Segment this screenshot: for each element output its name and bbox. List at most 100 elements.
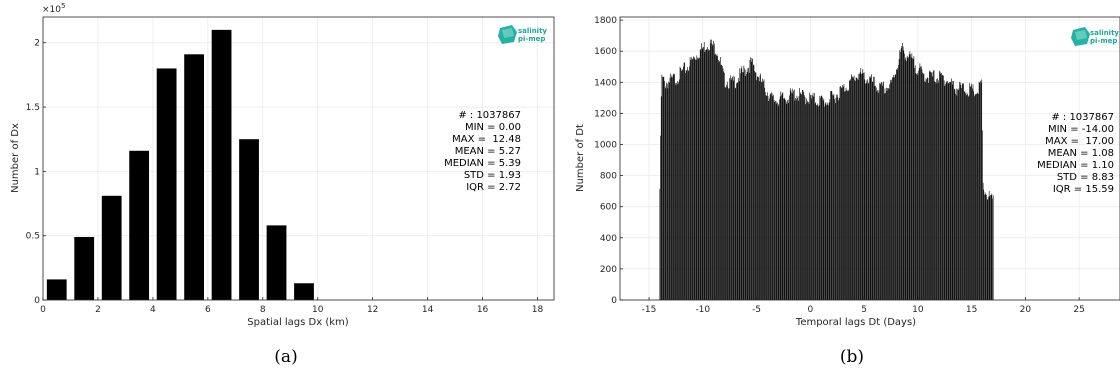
histogram-bar [923,73,925,300]
histogram-bar [963,91,965,300]
x-tick-label: -5 [752,305,761,315]
histogram-bar [722,65,723,300]
ticks-b: -15 -10 -5 0 5 10 15 20 25 0 200 400 600 800 1000 1200 1… [594,16,1085,315]
histogram-bar [869,77,871,301]
histogram-bar [723,71,724,300]
histogram-bar [970,85,972,300]
histogram-bar [822,100,824,300]
histogram-bar [715,55,717,300]
histogram-bar [740,73,741,301]
histogram-bar [912,58,913,301]
histogram-bar [909,51,911,300]
stat-median-b: MEDIAN = 1.10 [1037,160,1114,171]
histogram-bar [938,80,940,300]
histogram-bar [825,102,827,301]
histogram-bar [726,84,727,300]
histogram-bar [687,70,689,300]
histogram-bar [812,92,814,300]
histogram-bar [951,84,953,300]
histogram-bar [678,82,679,301]
histogram-bar [931,71,933,300]
histogram-bar [746,73,747,301]
histogram-bar [965,95,967,300]
histogram-bar [927,77,929,300]
histogram-bar [953,88,955,300]
histogram-bar [826,105,827,300]
histogram-bar [901,45,903,300]
histogram-bar [809,92,811,300]
histogram-bar [707,49,709,300]
histogram-bar [697,57,698,301]
histogram-bar [877,90,878,300]
histogram-bar [771,93,773,301]
histogram-bar [814,93,815,300]
histogram-bar [978,93,979,301]
histogram-bar [755,72,757,300]
histogram-bar [876,91,878,300]
histogram-bar [921,69,923,300]
histogram-bar [904,59,906,301]
ticks-a: 0 2 4 6 8 10 12 14 16 18 0 0.5 1 1.5 2 [26,39,544,315]
histogram-bar [863,72,864,300]
histogram-bar [810,94,811,301]
histogram-bar [852,77,854,300]
y-tick-label: 1400 [594,78,617,88]
histogram-bar [758,77,759,300]
histogram-bar [660,135,661,300]
histogram-bar [713,40,714,300]
histogram-bar [925,78,927,301]
histogram-bar [814,103,816,300]
histogram-bar [156,68,177,300]
histogram-bar [734,88,736,300]
histogram-bar [824,103,826,300]
histogram-bar [740,68,742,300]
histogram-bar [695,59,696,300]
histogram-bar [920,66,922,300]
x-tick-label: 10 [912,305,924,315]
histogram-bar [753,64,755,300]
histogram-bar [717,56,718,300]
histogram-bar [776,103,778,300]
histogram-bar [847,91,848,300]
histogram-bar [858,73,860,301]
histogram-bar [865,83,867,300]
histogram-bar [811,98,813,301]
histogram-bar [905,57,907,301]
histogram-bar [819,95,821,300]
histogram-bar [859,72,861,300]
histogram-bar [729,78,731,300]
histogram-bar [668,81,669,300]
histogram-bar [748,72,750,301]
histogram-bar [667,88,669,300]
histogram-bar [824,106,825,300]
histogram-bar [990,195,991,300]
histogram-bar [792,93,794,300]
histogram-bar [813,96,815,300]
histogram-bar [675,83,676,300]
histogram-bar [884,88,886,300]
histogram-bar [718,62,720,300]
histogram-bar [883,81,884,301]
logo-text-line1: salinity [518,27,547,35]
histogram-bar [724,86,726,300]
histogram-bar [779,96,781,300]
histogram-bar [910,54,911,300]
histogram-bar [737,82,739,300]
x-tick-label: 2 [95,305,101,315]
histogram-bar [771,92,772,300]
histogram-bar [961,88,962,300]
histogram-bar [831,91,833,300]
histogram-bar [952,80,954,301]
x-tick-label: -10 [695,305,710,315]
histogram-bar [741,66,743,300]
histogram-bar [915,73,917,300]
histogram-bar [764,87,765,301]
histogram-bar [266,225,287,300]
histogram-bar [735,87,737,300]
y-tick-label: 0 [611,296,617,306]
histogram-bar [967,94,968,301]
histogram-bar [787,99,788,301]
histogram-bar [916,74,917,301]
histogram-bar [795,99,797,301]
histogram-bar [865,83,866,300]
